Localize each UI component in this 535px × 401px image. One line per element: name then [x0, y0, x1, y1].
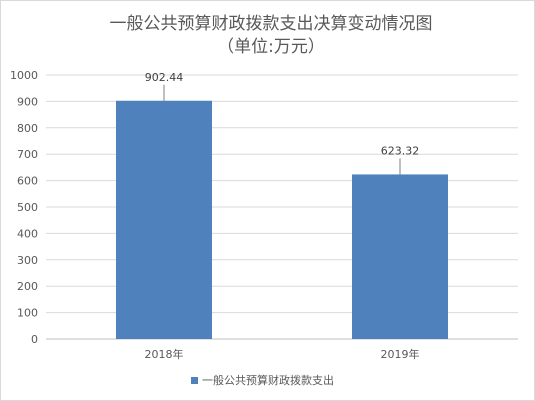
y-tick-label: 800: [17, 122, 38, 135]
legend: 一般公共预算财政拨款支出: [191, 373, 334, 387]
x-category-label: 2018年: [145, 347, 184, 361]
legend-swatch: [191, 377, 198, 384]
y-axis: 0 100 200 300 400 500 600 700 800 900 1000: [10, 69, 38, 346]
data-label: 623.32: [381, 144, 420, 157]
y-tick-label: 700: [17, 148, 38, 161]
chart-subtitle: （单位:万元）: [217, 37, 325, 57]
y-tick-label: 600: [17, 175, 38, 188]
y-tick-label: 200: [17, 280, 38, 293]
y-tick-label: 500: [17, 201, 38, 214]
x-axis: 2018年 2019年: [145, 347, 420, 361]
y-tick-label: 900: [17, 95, 38, 108]
data-labels: 902.44 623.32: [145, 71, 420, 175]
legend-label: 一般公共预算财政拨款支出: [202, 373, 334, 387]
bars: [116, 100, 448, 340]
y-tick-label: 100: [17, 307, 38, 320]
y-tick-label: 400: [17, 227, 38, 240]
y-tick-label: 1000: [10, 69, 38, 82]
bar: [352, 174, 448, 339]
y-tick-label: 300: [17, 254, 38, 267]
bar: [116, 100, 212, 340]
x-category-label: 2019年: [381, 347, 420, 361]
data-label: 902.44: [145, 71, 184, 84]
chart-title: 一般公共预算财政拨款支出决算变动情况图: [110, 14, 433, 34]
y-tick-label: 0: [31, 333, 38, 346]
